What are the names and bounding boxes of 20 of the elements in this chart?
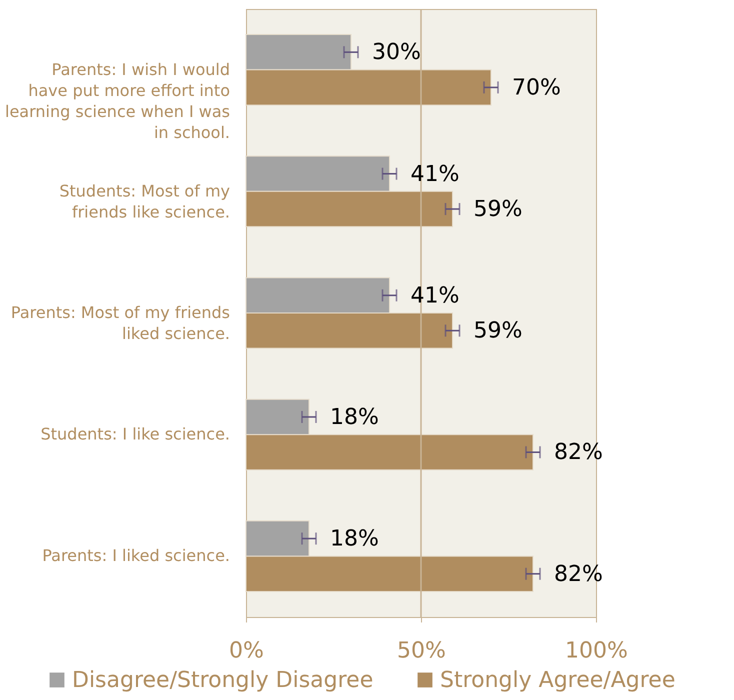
- y-tick-label: Students: I like science.: [40, 424, 230, 444]
- y-tick-label: Parents: I wish I would have put more effort into learning science when I was in school.: [5, 60, 230, 142]
- x-tick-label: 100%: [565, 638, 628, 664]
- y-tick-label: Parents: I liked science.: [42, 546, 230, 566]
- legend-label: Disagree/Strongly Disagree: [72, 668, 374, 693]
- data-label: 30%: [372, 40, 421, 66]
- data-label: 82%: [554, 562, 603, 587]
- x-tick-label: 0%: [229, 638, 264, 664]
- data-label: 82%: [554, 440, 603, 466]
- data-label: 70%: [512, 75, 561, 100]
- y-tick-label: Parents: Most of my friends liked science.: [10, 303, 230, 343]
- data-label: 41%: [410, 283, 460, 308]
- data-label: 59%: [474, 318, 522, 344]
- legend-label: Strongly Agree/Agree: [440, 668, 676, 693]
- data-label: 41%: [410, 162, 460, 187]
- y-tick-label: Students: Most of my friends like science.: [59, 181, 230, 222]
- data-label: 18%: [330, 404, 379, 430]
- data-label: 18%: [330, 526, 379, 552]
- x-tick-label: 50%: [397, 638, 446, 664]
- data-label: 59%: [474, 197, 522, 222]
